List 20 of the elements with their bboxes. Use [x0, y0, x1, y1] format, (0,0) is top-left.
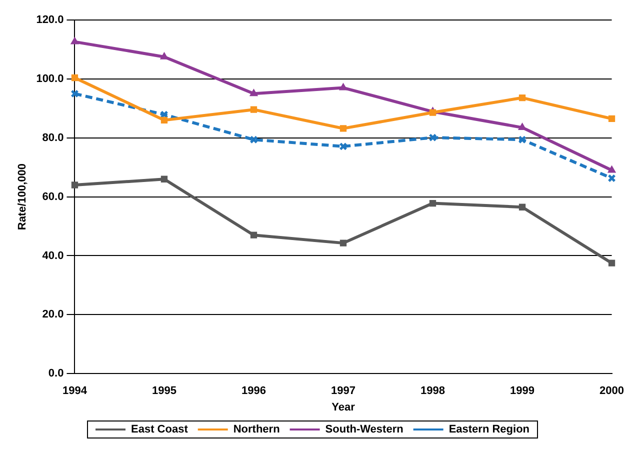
legend-label: East Coast	[131, 424, 188, 436]
x-tick-label: 2000	[600, 385, 624, 398]
x-tick-label: 1994	[62, 385, 88, 398]
x-tick-label: 1997	[331, 385, 356, 398]
x-tick-label: 1998	[420, 385, 445, 398]
x-axis-title: Year	[332, 401, 356, 414]
y-tick-label: 100.0	[36, 72, 64, 85]
legend-label: Eastern Region	[448, 424, 530, 436]
x-tick-label: 1996	[241, 385, 266, 398]
y-tick-label: 40.0	[42, 250, 64, 262]
x-tick-label: 1995	[152, 385, 176, 398]
y-tick-label: 60.0	[42, 190, 64, 203]
x-tick-label: 1999	[510, 385, 534, 398]
y-tick-label: 0.0	[48, 368, 64, 380]
legend-label: Northern	[233, 424, 280, 436]
legend-label: South-Western	[325, 424, 404, 436]
y-tick-label: 120.0	[36, 14, 64, 26]
y-axis-title: Rate/100,000	[16, 163, 29, 230]
y-tick-label: 20.0	[42, 308, 64, 321]
y-tick-label: 80.0	[42, 132, 64, 144]
